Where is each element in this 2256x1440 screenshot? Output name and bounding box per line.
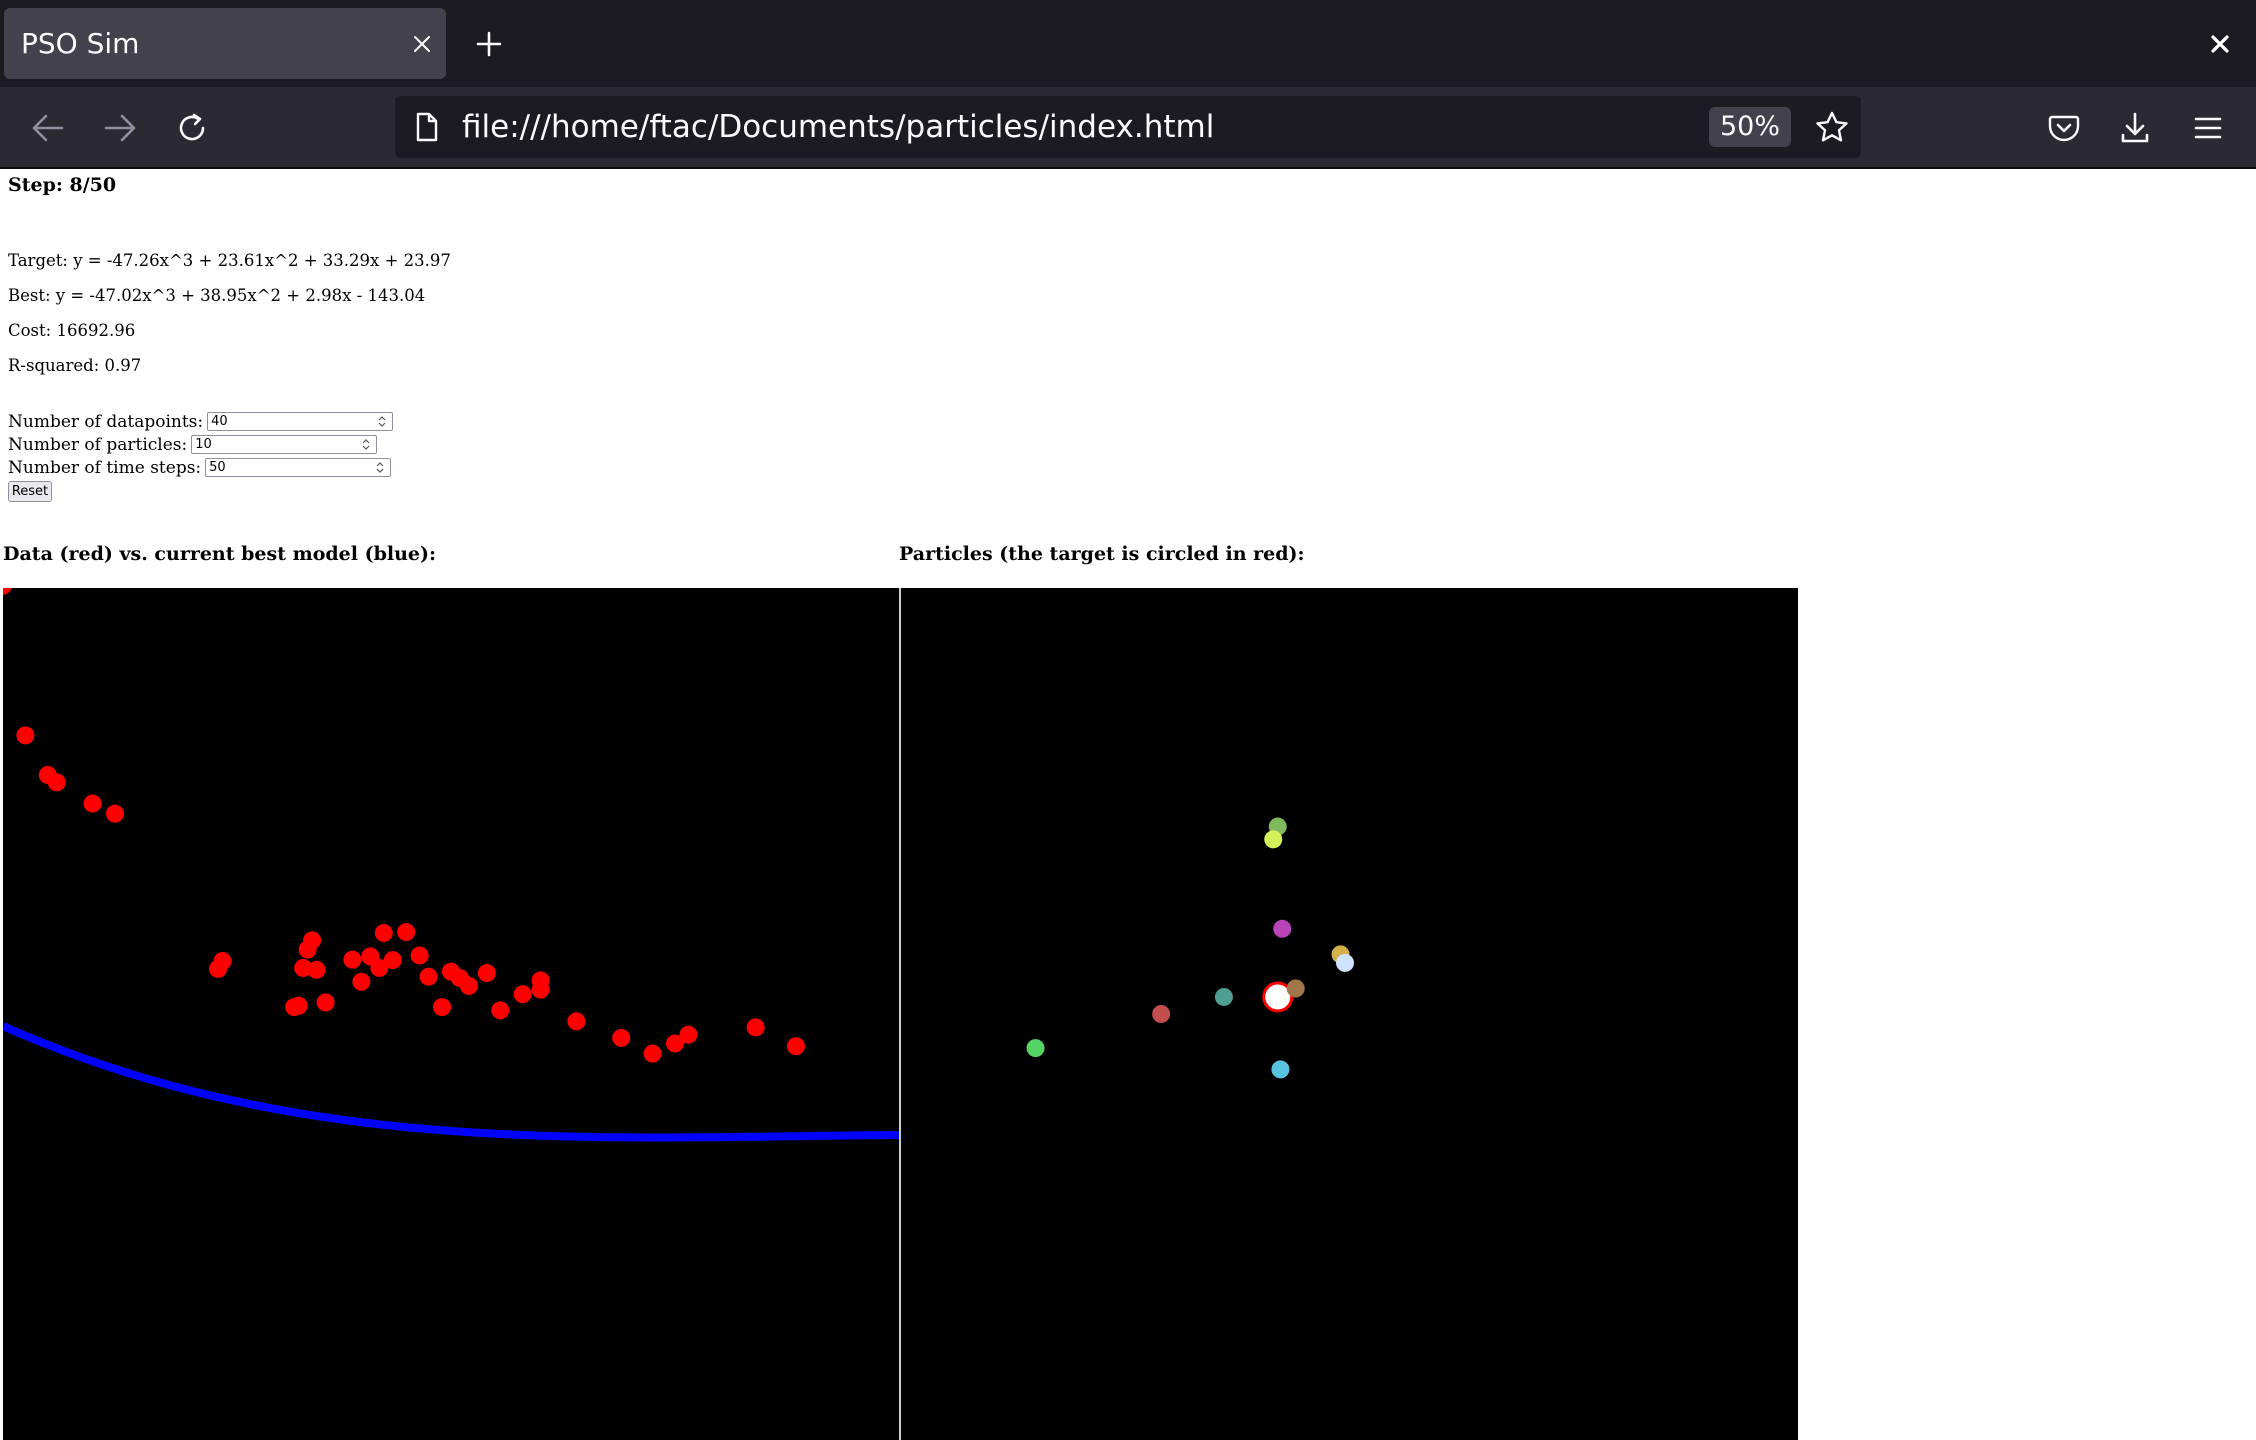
data-point [666,1034,684,1053]
data-point [352,972,371,991]
data-point [410,946,429,965]
tab-strip: PSO Sim [0,0,2256,87]
data-panel-title: Data (red) vs. current best model (blue)… [3,543,436,565]
data-point [16,726,35,745]
data-point [294,958,313,977]
timesteps-value: 50 [209,460,226,475]
arrow-left-icon[interactable] [24,104,72,152]
data-plot [3,588,899,1142]
spinner-icon[interactable] [376,414,388,429]
data-point [531,980,550,999]
pocket-icon[interactable] [2040,104,2088,152]
download-icon[interactable] [2111,104,2159,152]
cost-value: Cost: 16692.96 [8,321,136,340]
browser-chrome: PSO Sim file:///home/ftac/Documents/part… [0,0,2256,169]
data-point [746,1018,765,1037]
data-point [316,993,335,1012]
data-point [83,794,102,813]
particles-row: Number of particles: 10 [8,433,378,456]
r-squared-value: R-squared: 0.97 [8,356,142,375]
particle-dot [1273,919,1292,938]
zoom-level-button[interactable]: 50% [1709,107,1791,147]
best-model-curve [3,1022,899,1142]
particle-dot [1152,1005,1171,1023]
data-point [343,950,362,969]
particles-plot [1026,817,1355,1079]
data-point [106,804,124,823]
page-icon [409,109,445,145]
data-point [374,923,393,942]
target-equation: Target: y = -47.26x^3 + 23.61x^2 + 33.29… [8,251,451,270]
data-point [47,773,66,792]
data-point [303,931,322,950]
navigation-toolbar: file:///home/ftac/Documents/particles/in… [0,87,2256,169]
datapoints-value: 40 [211,414,228,429]
plus-icon[interactable] [465,20,513,68]
reset-button[interactable]: Reset [8,481,52,502]
data-point [383,951,402,970]
star-icon[interactable] [1808,103,1856,151]
datapoints-input[interactable]: 40 [207,412,394,431]
close-icon[interactable] [398,20,446,68]
data-point [612,1028,631,1047]
particles-canvas [901,588,1798,1440]
data-point [643,1044,662,1063]
canvas-divider [899,588,901,1440]
spinner-icon[interactable] [360,437,372,452]
tab-title: PSO Sim [21,27,140,60]
address-bar[interactable]: file:///home/ftac/Documents/particles/in… [395,96,1861,158]
data-point [567,1012,586,1031]
spinner-icon[interactable] [374,460,386,475]
particle-dot [1336,953,1355,972]
particle-dot [1264,830,1283,849]
timesteps-label: Number of time steps: [8,457,202,478]
data-point [679,1025,698,1044]
data-point [307,960,326,979]
particle-dot [1286,979,1305,998]
data-point [419,967,438,986]
datapoints-row: Number of datapoints: 40 [8,410,394,433]
data-point [513,985,532,1004]
best-equation: Best: y = -47.02x^3 + 38.95x^2 + 2.98x -… [8,286,426,305]
reload-icon[interactable] [168,104,216,152]
particle-dot [1026,1039,1045,1058]
data-point [3,588,12,595]
particles-input[interactable]: 10 [191,435,378,454]
particles-value: 10 [195,437,212,452]
hamburger-menu-icon[interactable] [2184,104,2232,152]
data-canvas [3,588,899,1440]
data-point [459,976,478,995]
data-point [289,996,308,1015]
timesteps-input[interactable]: 50 [205,458,392,477]
arrow-right-icon[interactable] [96,104,144,152]
data-point [477,964,496,983]
data-point [397,923,416,942]
particles-label: Number of particles: [8,434,188,455]
close-icon[interactable] [2196,20,2244,68]
particle-dot [1271,1060,1290,1079]
step-counter: Step: 8/50 [8,174,117,196]
timesteps-row: Number of time steps: 50 [8,456,392,479]
particles-panel-title: Particles (the target is circled in red)… [899,543,1305,565]
data-point [491,1001,510,1020]
data-point [213,952,232,971]
page-content: Step: 8/50 Target: y = -47.26x^3 + 23.61… [0,169,2256,1440]
browser-tab[interactable]: PSO Sim [4,8,446,79]
data-point [786,1037,805,1056]
target-marker [1262,981,1294,1013]
data-point [370,958,389,977]
particle-dot [1214,987,1233,1006]
url-text[interactable]: file:///home/ftac/Documents/particles/in… [462,109,1215,145]
data-point [433,998,452,1017]
datapoints-label: Number of datapoints: [8,411,204,432]
